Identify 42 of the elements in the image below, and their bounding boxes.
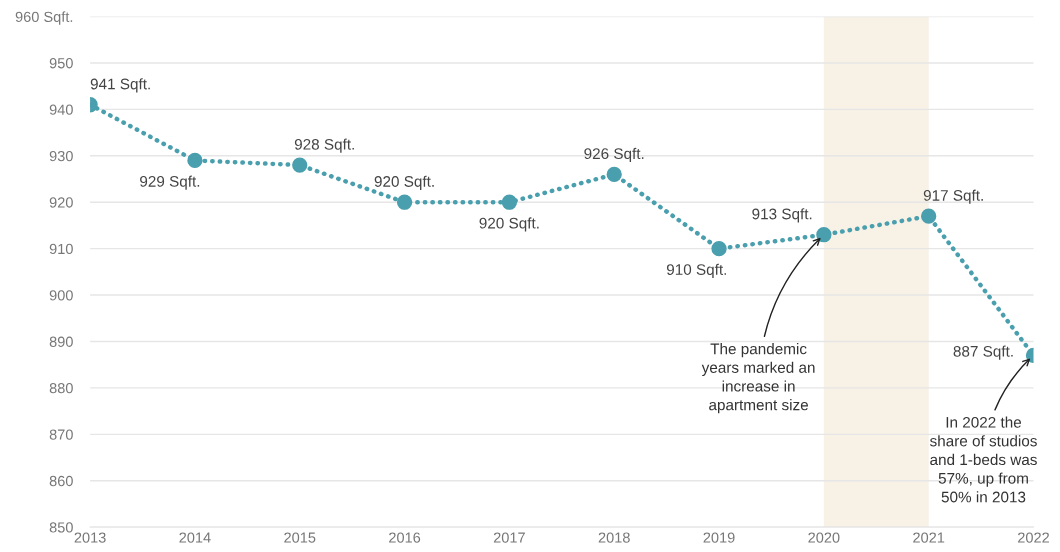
y-tick-label: 850	[49, 522, 73, 533]
data-label: 920 Sqft.	[479, 217, 539, 232]
data-label: 928 Sqft.	[294, 138, 354, 153]
y-tick-label: 880	[49, 383, 73, 394]
y-tick-label: 950	[49, 58, 73, 69]
x-tick-label: 2016	[389, 532, 421, 543]
x-tick-label: 2018	[598, 532, 630, 543]
y-tick-label: 890	[49, 336, 73, 347]
x-tick-label: 2015	[284, 532, 316, 543]
point	[187, 152, 203, 169]
data-label: 887 Sqft.	[953, 345, 1013, 360]
y-tick-label: 860	[49, 475, 73, 487]
y-tick-label: 960 Sqft.	[15, 11, 73, 25]
point	[606, 166, 622, 183]
point	[292, 157, 308, 173]
y-tick-label: 870	[49, 429, 73, 440]
x-tick-label: 2013	[74, 532, 106, 543]
data-label: 929 Sqft.	[140, 175, 200, 190]
point	[501, 194, 518, 210]
point	[396, 194, 413, 210]
annotation: In 2022 the share of studios and 1-beds was 57%, up from 50% in 2013	[930, 416, 1037, 503]
x-tick-label: 2022	[1018, 532, 1049, 543]
y-tick-label: 940	[49, 104, 73, 115]
x-tick-label: 2020	[808, 532, 840, 543]
annotation: The pandemic years marked an increase in apartment size	[701, 343, 815, 414]
data-label: 910 Sqft.	[666, 263, 726, 278]
point	[816, 227, 832, 243]
y-tick-label: 920	[49, 197, 73, 208]
y-tick-label: 910	[49, 243, 73, 255]
x-tick-label: 2019	[703, 532, 735, 543]
point	[711, 241, 727, 257]
point	[921, 208, 937, 224]
y-tick-label: 900	[49, 290, 73, 301]
data-label: 913 Sqft.	[752, 208, 812, 223]
data-label: 917 Sqft.	[923, 189, 983, 204]
data-label: 926 Sqft.	[584, 147, 644, 163]
data-label: 941 Sqft.	[90, 78, 150, 93]
x-tick-label: 2021	[913, 532, 945, 543]
data-label: 920 Sqft.	[374, 175, 434, 190]
x-tick-label: 2014	[179, 532, 211, 543]
y-tick-label: 930	[49, 150, 73, 162]
x-tick-label: 2017	[493, 532, 525, 543]
